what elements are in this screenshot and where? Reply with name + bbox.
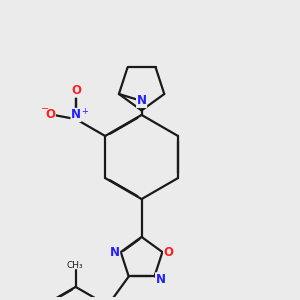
Text: N: N bbox=[110, 245, 120, 259]
Text: O: O bbox=[164, 245, 174, 259]
Text: −: − bbox=[40, 104, 49, 114]
Text: N: N bbox=[71, 108, 81, 122]
Text: N: N bbox=[156, 273, 166, 286]
Text: +: + bbox=[81, 107, 88, 116]
Text: O: O bbox=[45, 108, 55, 122]
Text: N: N bbox=[136, 94, 147, 107]
Text: O: O bbox=[71, 84, 81, 97]
Text: CH₃: CH₃ bbox=[67, 260, 83, 269]
